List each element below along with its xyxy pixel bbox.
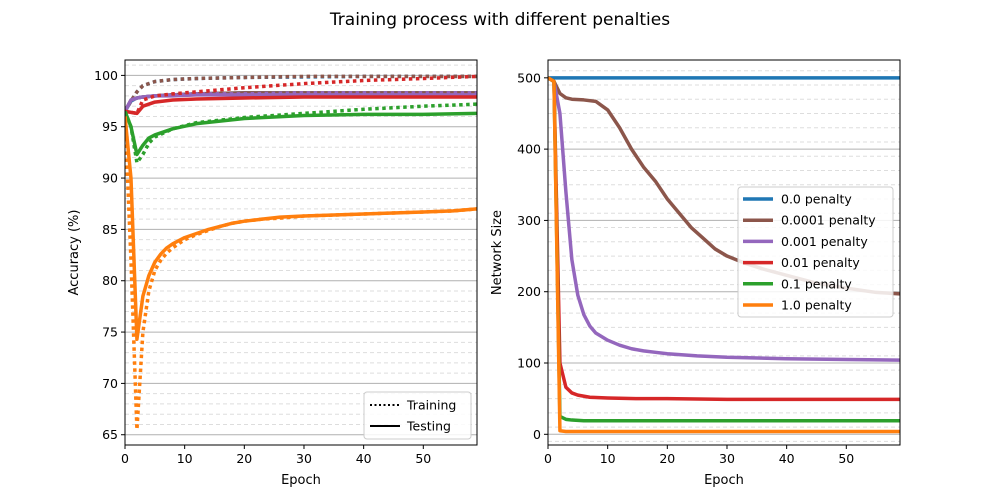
accuracy-x-axis-label: Epoch [281, 473, 321, 488]
training-line-penalty-0.0001 [125, 74, 477, 113]
accuracy-y-tick-label: 100 [94, 68, 118, 83]
network-size-x-tick-label: 30 [719, 451, 735, 466]
network-size-axes-frame [547, 59, 901, 446]
testing-line-penalty-1.0 [125, 116, 477, 341]
network-size-x-tick-label: 20 [659, 451, 675, 466]
network-size-legend-label: 0.01 penalty [781, 255, 860, 270]
accuracy-legend: Training Testing [363, 391, 472, 440]
network-size-legend-label: 0.0001 penalty [781, 213, 876, 228]
accuracy-legend-box [363, 391, 472, 440]
network-size-y-tick-label: 300 [517, 213, 541, 228]
network-size-x-axis-label: Epoch [704, 473, 744, 488]
accuracy-x-tick-label: 40 [356, 451, 372, 466]
network-size-y-tick-label: 500 [517, 70, 541, 85]
training-line-penalty-1.0 [125, 116, 477, 430]
accuracy-series-lines [125, 74, 477, 430]
accuracy-ticks: 0 10 20 30 40 50 65 70 75 80 85 90 95 100 [94, 68, 431, 466]
accuracy-legend-label: Training [406, 398, 456, 413]
testing-line-penalty-0.001 [125, 93, 477, 113]
network-size-legend: 0.0 penalty 0.0001 penalty 0.001 penalty 0.… [737, 186, 894, 318]
network-size-x-tick-label: 0 [544, 451, 552, 466]
network-size-legend-label: 0.001 penalty [781, 234, 868, 249]
accuracy-x-tick-label: 20 [236, 451, 252, 466]
network-size-x-tick-label: 10 [600, 451, 616, 466]
accuracy-legend-label: Testing [406, 419, 451, 434]
network-size-y-tick-label: 100 [517, 356, 541, 371]
network-size-line-0.001-penalty [548, 76, 900, 362]
accuracy-x-tick-label: 10 [177, 451, 193, 466]
network-size-y-tick-label: 400 [517, 142, 541, 157]
accuracy-x-tick-label: 50 [415, 451, 431, 466]
accuracy-axes-frame [124, 59, 478, 446]
accuracy-y-axis-label: Accuracy (%) [67, 210, 82, 296]
accuracy-x-tick-label: 0 [121, 451, 129, 466]
accuracy-y-tick-label: 65 [102, 427, 118, 442]
network-size-legend-label: 1.0 penalty [781, 298, 852, 313]
network-size-line-0.01-penalty [548, 76, 900, 402]
testing-line-penalty-0.01 [125, 95, 477, 116]
network-size-x-tick-label: 50 [838, 451, 854, 466]
network-size-legend-label: 0.0 penalty [781, 192, 852, 207]
figure-title: Training process with different penaltie… [329, 10, 670, 30]
training-line-penalty-0.1 [125, 102, 477, 168]
accuracy-y-tick-label: 70 [102, 376, 118, 391]
accuracy-y-tick-label: 75 [102, 325, 118, 340]
accuracy-chart: 0 10 20 30 40 50 65 70 75 80 85 90 95 100 Epoch Accur… [67, 59, 478, 488]
accuracy-y-tick-label: 95 [102, 119, 118, 134]
network-size-legend-box [737, 186, 894, 318]
accuracy-x-tick-label: 30 [296, 451, 312, 466]
accuracy-y-tick-label: 80 [102, 273, 118, 288]
network-size-y-tick-label: 200 [517, 284, 541, 299]
accuracy-y-tick-label: 90 [102, 171, 118, 186]
network-size-legend-label: 0.1 penalty [781, 276, 852, 291]
network-size-line-1.0-penalty [548, 76, 900, 434]
network-size-y-tick-label: 0 [533, 427, 541, 442]
network-size-y-axis-label: Network Size [490, 210, 505, 295]
accuracy-y-tick-label: 85 [102, 222, 118, 237]
network-size-x-tick-label: 40 [779, 451, 795, 466]
